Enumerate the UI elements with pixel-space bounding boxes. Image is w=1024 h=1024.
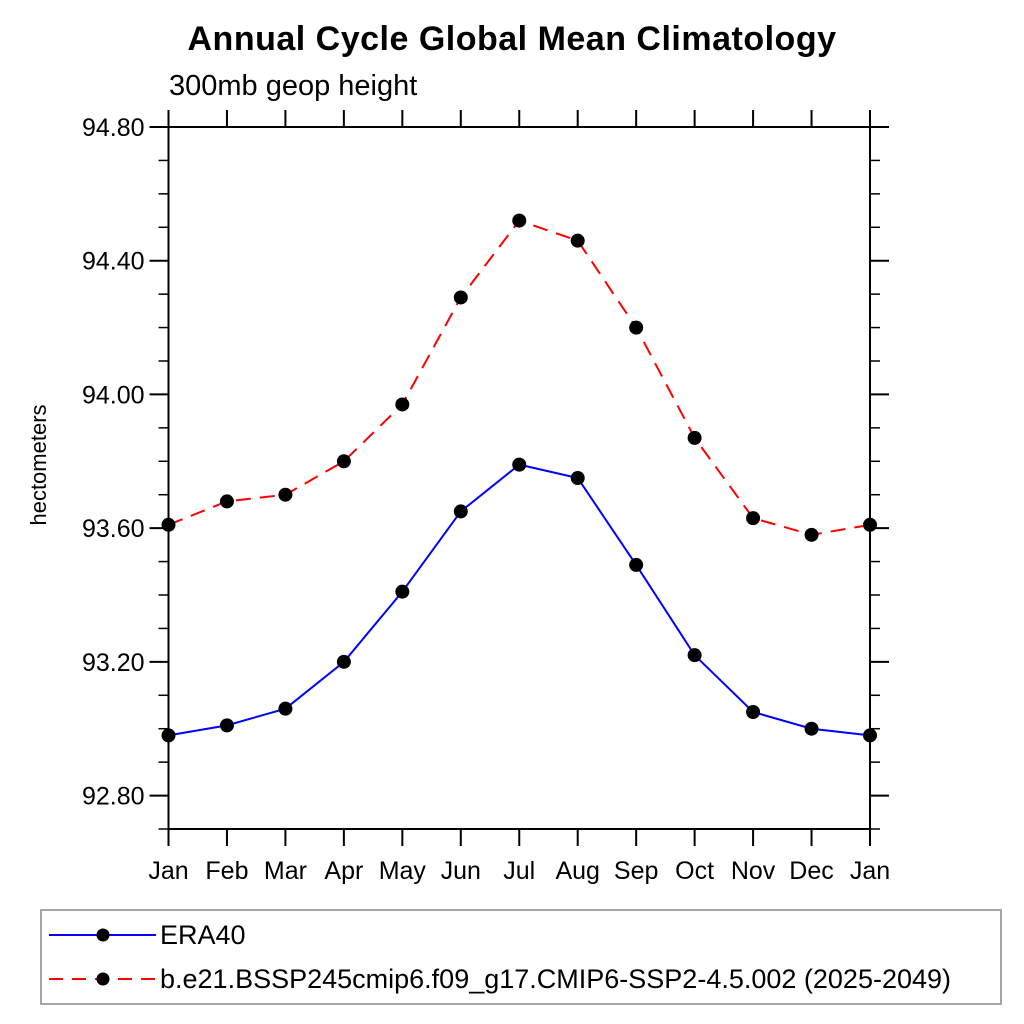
data-point: [395, 584, 410, 599]
data-point: [804, 527, 819, 542]
data-point: [219, 494, 234, 509]
data-point: [863, 517, 877, 532]
y-tick-label: 92.80: [82, 783, 145, 811]
data-point: [336, 454, 351, 469]
x-tick-label: May: [379, 857, 427, 885]
y-tick-label: 93.20: [82, 649, 145, 677]
plot-frame: [167, 126, 871, 830]
x-tick-label: Jan: [148, 857, 188, 885]
data-point: [804, 721, 819, 736]
chart-title: Annual Cycle Global Mean Climatology: [187, 20, 837, 58]
legend-line-sample-icon: [49, 928, 156, 942]
data-point: [278, 487, 293, 502]
legend-marker-icon: [96, 972, 110, 986]
data-point: [687, 648, 702, 663]
x-tick-label: Nov: [731, 857, 776, 885]
x-tick-label: Feb: [205, 857, 248, 885]
legend-item: ERA40: [48, 913, 1000, 957]
series-line-b: [168, 219, 871, 536]
data-point: [746, 705, 761, 719]
x-tick-label: Dec: [789, 857, 833, 885]
y-tick-label: 94.80: [82, 114, 145, 142]
data-point: [570, 471, 585, 485]
legend-label: b.e21.BSSP245cmip6.f09_g17.CMIP6-SSP2-4.…: [160, 963, 952, 994]
y-tick-label: 94.00: [82, 381, 145, 409]
y-tick-label: 94.40: [82, 248, 145, 276]
data-point: [278, 701, 293, 716]
x-tick-label: Jul: [503, 857, 535, 885]
series-line-era40: [168, 463, 871, 737]
x-tick-label: Oct: [675, 857, 714, 885]
data-point: [336, 654, 351, 669]
x-tick-label: Apr: [324, 857, 363, 885]
legend-line-sample-icon: [49, 972, 156, 986]
data-point: [570, 233, 585, 248]
data-point: [863, 728, 877, 743]
data-point: [219, 718, 234, 733]
x-tick-label: Aug: [555, 857, 599, 885]
legend-label: ERA40: [160, 919, 246, 950]
data-point: [512, 457, 527, 472]
legend-marker-icon: [96, 928, 110, 942]
legend-box: ERA40 b.e21.BSSP245cmip6.f09_g17.CMIP6-SS…: [40, 909, 1002, 1005]
x-tick-label: Mar: [264, 857, 307, 885]
data-point: [746, 511, 761, 526]
y-tick-label: 93.60: [82, 515, 145, 543]
data-point: [161, 728, 176, 743]
data-point: [512, 213, 527, 228]
chart-subtitle: 300mb geop height: [169, 70, 418, 102]
data-point: [453, 504, 468, 519]
data-point: [161, 517, 176, 532]
data-point: [395, 397, 410, 412]
legend-item: b.e21.BSSP245cmip6.f09_g17.CMIP6-SSP2-4.…: [48, 957, 1000, 1001]
x-tick-label: Jun: [441, 857, 481, 885]
data-point: [453, 290, 468, 305]
x-tick-label: Jan: [850, 857, 890, 885]
data-point: [629, 320, 644, 335]
data-point: [687, 430, 702, 445]
data-point: [629, 557, 644, 572]
x-tick-label: Sep: [614, 857, 658, 885]
